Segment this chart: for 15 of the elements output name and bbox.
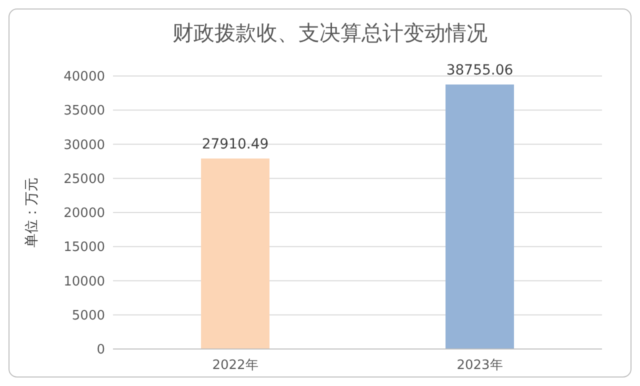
data-label: 38755.06: [446, 62, 514, 78]
chart-title: 财政拨款收、支决算总计变动情况: [172, 21, 488, 45]
x-tick-label: 2023年: [456, 358, 503, 373]
y-tick-label: 15000: [64, 240, 105, 256]
y-axis-title: 单位：万元: [24, 178, 40, 248]
y-tick-label: 30000: [64, 138, 105, 153]
y-tick-label: 10000: [64, 274, 105, 290]
y-tick-label: 25000: [64, 172, 105, 187]
y-tick-label: 20000: [64, 206, 105, 222]
x-tick-label: 2022年: [212, 358, 258, 373]
y-tick-label: 40000: [64, 70, 105, 85]
y-tick-label: 0: [96, 342, 105, 358]
data-label: 27910.49: [202, 136, 269, 153]
y-tick-label: 5000: [72, 308, 105, 324]
y-tick-label: 35000: [64, 104, 105, 119]
